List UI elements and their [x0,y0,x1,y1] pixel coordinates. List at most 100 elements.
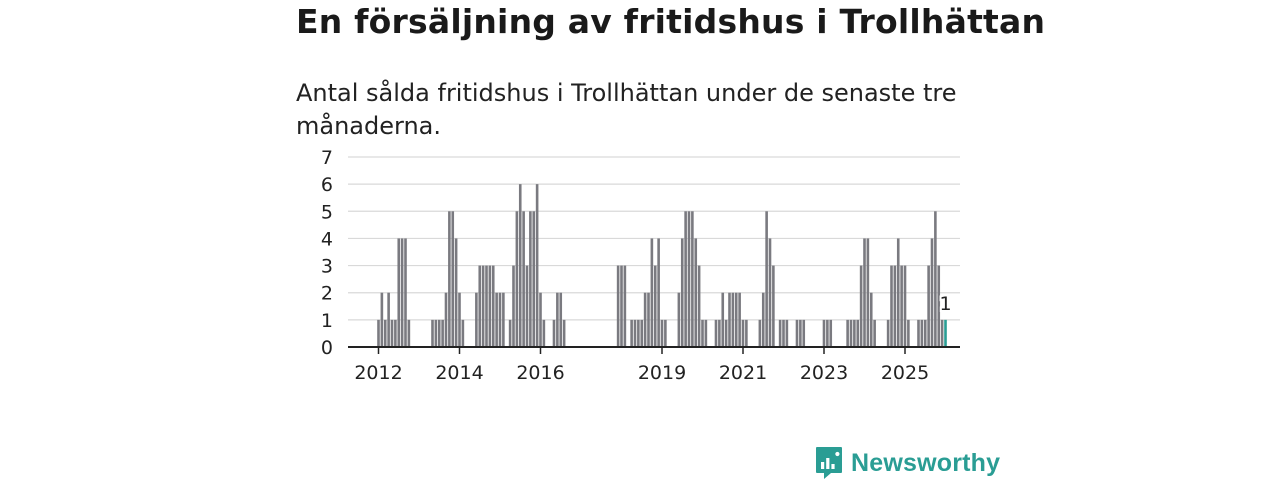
bar[interactable] [680,238,684,347]
bar[interactable] [687,211,691,347]
bar[interactable] [488,265,492,347]
bar[interactable] [896,238,900,347]
bar[interactable] [721,292,725,347]
bar[interactable] [518,184,522,347]
bar[interactable] [886,319,890,347]
bar[interactable] [478,265,482,347]
bar[interactable] [407,319,411,347]
bar[interactable] [664,319,667,347]
bar[interactable] [630,319,633,347]
bar[interactable] [475,292,478,347]
bar[interactable] [458,292,461,347]
bar[interactable] [491,265,495,347]
bar[interactable] [738,292,741,347]
bar[interactable] [714,319,718,347]
bar[interactable] [515,211,519,347]
bar[interactable] [643,292,647,347]
bar[interactable] [701,319,704,347]
bar[interactable] [660,319,664,347]
bar[interactable] [394,319,397,347]
bar[interactable] [859,265,863,347]
bar[interactable] [934,211,937,347]
bar[interactable] [866,238,870,347]
bar[interactable] [451,211,455,347]
bar[interactable] [616,265,620,347]
bar[interactable] [529,211,532,347]
bar[interactable] [856,319,860,347]
bar[interactable] [390,319,394,347]
bar[interactable] [404,238,407,347]
bar[interactable] [822,319,826,347]
bar[interactable] [718,319,721,347]
bar[interactable] [481,265,485,347]
bar[interactable] [454,238,458,347]
bar[interactable] [734,292,738,347]
bar[interactable] [799,319,802,347]
bar[interactable] [785,319,789,347]
bar[interactable] [765,211,768,347]
bar[interactable] [535,184,539,347]
bar[interactable] [532,211,536,347]
bar[interactable] [937,265,941,347]
bar[interactable] [846,319,849,347]
bar[interactable] [927,265,930,347]
bar[interactable] [802,319,806,347]
newsworthy-brand[interactable]: Newsworthy [815,446,1000,480]
bar[interactable] [559,292,563,347]
bar[interactable] [893,265,897,347]
bar[interactable] [704,319,708,347]
bar[interactable] [525,265,529,347]
bar[interactable] [512,265,515,347]
bar[interactable] [485,265,488,347]
bar[interactable] [448,211,451,347]
bar[interactable] [930,238,934,347]
bar[interactable] [637,319,640,347]
bar[interactable] [768,238,772,347]
bar[interactable] [691,211,694,347]
bar[interactable] [383,319,387,347]
bar[interactable] [657,238,660,347]
bar[interactable] [923,319,927,347]
bar[interactable] [434,319,438,347]
bar[interactable] [633,319,637,347]
bar[interactable] [498,292,502,347]
bar[interactable] [694,238,698,347]
bar[interactable] [539,292,542,347]
bar[interactable] [900,265,903,347]
bar[interactable] [761,292,765,347]
bar[interactable] [745,319,748,347]
bar[interactable] [869,292,873,347]
bar[interactable] [377,319,380,347]
bar[interactable] [650,238,654,347]
bar-latest[interactable] [944,319,947,347]
bar[interactable] [437,319,441,347]
bar[interactable] [758,319,762,347]
bar[interactable] [778,319,782,347]
bar[interactable] [387,292,390,347]
bar[interactable] [826,319,829,347]
bar[interactable] [697,265,701,347]
bar[interactable] [863,238,866,347]
bar[interactable] [647,292,650,347]
bar[interactable] [853,319,856,347]
bar[interactable] [829,319,833,347]
bar[interactable] [620,265,623,347]
bar[interactable] [380,292,384,347]
bar[interactable] [684,211,687,347]
bar[interactable] [653,265,657,347]
bar[interactable] [890,265,893,347]
bar[interactable] [461,319,465,347]
bar[interactable] [444,292,448,347]
bar[interactable] [724,319,728,347]
bar[interactable] [728,292,731,347]
bar[interactable] [623,265,627,347]
bar[interactable] [920,319,924,347]
bar[interactable] [400,238,404,347]
bar[interactable] [508,319,512,347]
bar[interactable] [849,319,853,347]
bar[interactable] [522,211,525,347]
bar[interactable] [873,319,876,347]
bar[interactable] [495,292,498,347]
bar[interactable] [542,319,546,347]
bar[interactable] [441,319,444,347]
